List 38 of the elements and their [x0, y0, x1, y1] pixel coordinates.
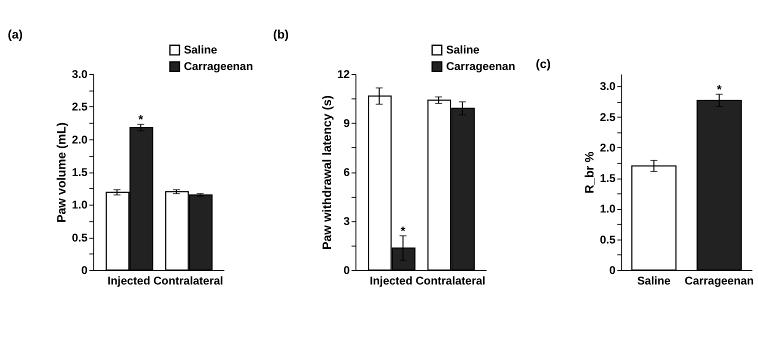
y-tick-label: 3 [344, 216, 350, 228]
x-tick-label: Carrageenan [684, 275, 754, 288]
y-tick-label: 0 [81, 264, 88, 277]
annotation: * [400, 224, 406, 238]
y-tick-label: 6 [344, 166, 350, 179]
y-axis-title: R_br % [582, 151, 597, 194]
y-tick-label: 12 [337, 68, 350, 81]
y-axis-title: Paw volume (mL) [54, 122, 69, 223]
legend-label: Carrageenan [446, 61, 516, 74]
y-tick-label: 0.5 [600, 234, 616, 246]
y-tick-label: 9 [344, 118, 350, 130]
x-tick-label: Contralateral [416, 275, 486, 288]
y-tick-label: 1.5 [72, 166, 88, 179]
x-tick-label: Injected [370, 275, 413, 288]
y-tick-label: 1.0 [600, 204, 616, 216]
y-tick-label: 3.0 [72, 68, 88, 81]
y-tick-label: 2.5 [600, 112, 616, 124]
legend-label: Saline [446, 44, 480, 57]
y-tick-label: 0.5 [72, 232, 88, 244]
annotation: * [716, 82, 722, 96]
legend-label: Saline [184, 44, 218, 57]
y-tick-label: 2.5 [72, 102, 88, 114]
y-tick-label: 1.5 [600, 173, 616, 186]
y-tick-label: 0 [609, 264, 616, 277]
chart-title: (c) [536, 56, 551, 71]
x-tick-label: Saline [637, 275, 671, 288]
x-tick-label: Injected [107, 275, 150, 288]
y-tick-label: 2.0 [600, 142, 616, 154]
chart-title: (b) [273, 27, 289, 42]
y-axis-title: Paw withdrawal latency (s) [320, 95, 334, 250]
y-tick-label: 0 [344, 264, 350, 277]
y-tick-label: 1.0 [72, 200, 88, 212]
chart-title: (a) [8, 27, 23, 42]
y-tick-label: 3.0 [600, 81, 616, 94]
annotation: * [138, 112, 144, 126]
y-tick-label: 2.0 [72, 134, 88, 146]
legend-label: Carrageenan [184, 61, 254, 74]
x-tick-label: Contralateral [153, 275, 224, 288]
